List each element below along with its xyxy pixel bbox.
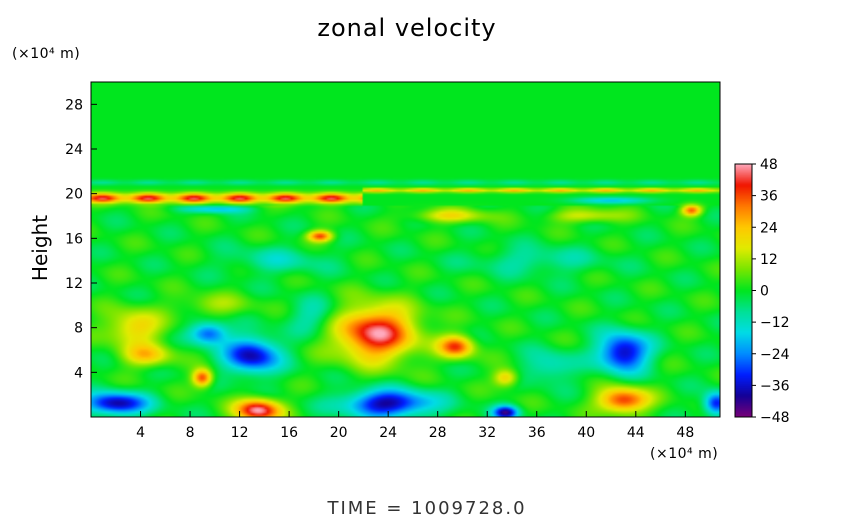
colorbar-tick-label: 24 bbox=[760, 220, 778, 236]
y-tick-label: 28 bbox=[65, 97, 83, 113]
chart-title: zonal velocity bbox=[317, 14, 497, 42]
x-tick-label: 28 bbox=[429, 425, 447, 441]
x-tick-label: 12 bbox=[231, 425, 249, 441]
colorbar-tick-label: 12 bbox=[760, 252, 778, 268]
x-axis-unit: (×10⁴ m) bbox=[650, 446, 719, 462]
time-label: TIME = 1009728.0 bbox=[327, 498, 527, 519]
y-tick-label: 8 bbox=[74, 321, 83, 337]
y-tick-label: 24 bbox=[65, 142, 83, 158]
y-tick-label: 4 bbox=[74, 365, 83, 381]
colorbar-tick-label: 48 bbox=[760, 157, 778, 173]
colorbar-tick-label: −24 bbox=[760, 347, 790, 363]
x-tick-label: 4 bbox=[136, 425, 145, 441]
y-axis: 4 8 12 16 20 24 28 bbox=[65, 97, 97, 381]
colorbar bbox=[735, 164, 752, 417]
x-tick-label: 16 bbox=[280, 425, 298, 441]
x-tick-label: 24 bbox=[379, 425, 397, 441]
x-tick-label: 40 bbox=[577, 425, 595, 441]
y-tick-label: 16 bbox=[65, 231, 83, 247]
plot-frame bbox=[90, 81, 721, 418]
y-tick-label: 12 bbox=[65, 276, 83, 292]
y-axis-unit: (×10⁴ m) bbox=[12, 46, 81, 62]
x-tick-label: 8 bbox=[186, 425, 195, 441]
colorbar-tick-label: −36 bbox=[760, 378, 790, 394]
x-tick-label: 36 bbox=[528, 425, 546, 441]
x-tick-label: 32 bbox=[478, 425, 496, 441]
colorbar-tick-label: −12 bbox=[760, 315, 790, 331]
colorbar-ticks: 48 36 24 12 0 −12 −24 −36 −48 bbox=[752, 157, 790, 426]
y-tick-label: 20 bbox=[65, 187, 83, 203]
x-axis: 4 8 12 16 20 24 28 32 36 40 44 48 bbox=[136, 411, 694, 441]
x-tick-label: 48 bbox=[676, 425, 694, 441]
x-tick-label: 44 bbox=[627, 425, 645, 441]
x-tick-label: 20 bbox=[330, 425, 348, 441]
colorbar-tick-label: 36 bbox=[760, 189, 778, 205]
colorbar-tick-label: −48 bbox=[760, 410, 790, 426]
heatmap-image bbox=[91, 82, 720, 417]
colorbar-tick-label: 0 bbox=[760, 284, 769, 300]
